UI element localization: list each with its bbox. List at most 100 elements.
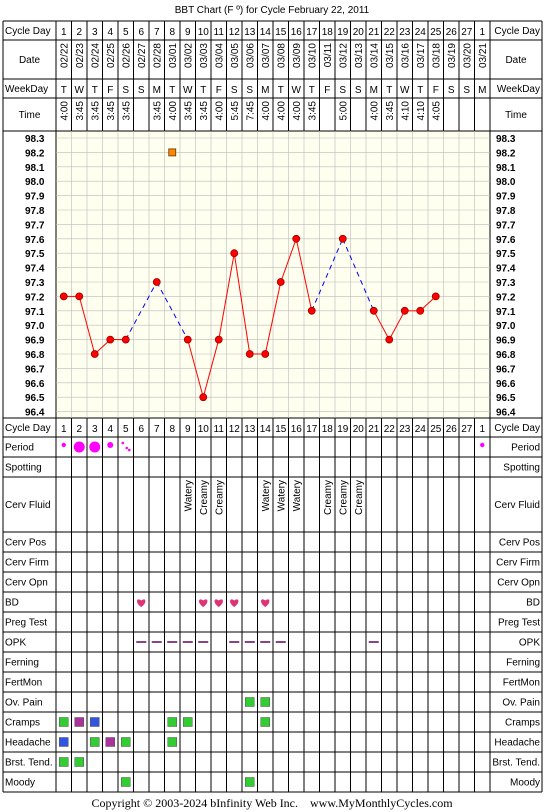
y-tick-label: 97.0 (25, 321, 45, 332)
y-tick-label: 96.5 (25, 393, 45, 404)
day-number-bottom: 18 (322, 424, 334, 435)
day-number: 25 (430, 27, 442, 38)
date-value: 02/27 (137, 43, 148, 68)
y-tick-label: 96.6 (25, 379, 45, 390)
y-tick-label-right: 98.2 (496, 148, 516, 159)
weekday: T (309, 85, 315, 96)
weekday: T (417, 85, 423, 96)
date-value: 03/12 (338, 43, 349, 68)
day-number: 4 (107, 27, 113, 38)
weekday: F (433, 85, 439, 96)
time-value: 4:00 (59, 101, 70, 121)
y-tick-label-right: 97.0 (496, 321, 516, 332)
weekday: T (386, 85, 392, 96)
preg-test-label-right: Preg Test (498, 618, 540, 629)
period-label: Period (5, 443, 34, 454)
time-value: 3:45 (307, 101, 318, 121)
time-value: 4:00 (214, 101, 225, 121)
day-number: 20 (353, 27, 365, 38)
headache-mark (105, 737, 115, 747)
date-value: 03/07 (261, 43, 272, 68)
date-value: 03/08 (276, 43, 287, 68)
day-number-bottom: 1 (61, 424, 67, 435)
temp-point (385, 335, 394, 344)
y-tick-label-right: 96.6 (496, 379, 516, 390)
date-value: 03/06 (245, 43, 256, 68)
day-number-bottom: 24 (415, 424, 427, 435)
day-number: 7 (154, 27, 160, 38)
time-value: 3:45 (199, 101, 210, 121)
day-number-bottom: 5 (123, 424, 129, 435)
day-number: 10 (198, 27, 210, 38)
day-number-bottom: 6 (138, 424, 144, 435)
weekday: T (61, 85, 67, 96)
day-number-bottom: 14 (260, 424, 272, 435)
day-number: 8 (169, 27, 175, 38)
temp-point (199, 393, 208, 402)
weekday: M (478, 85, 486, 96)
time-value: 4:00 (261, 101, 272, 121)
brst-tend-mark (74, 757, 84, 767)
temp-gap-line (311, 238, 344, 311)
day-number: 3 (92, 27, 98, 38)
day-number-bottom: 2 (76, 424, 82, 435)
day-number: 6 (138, 27, 144, 38)
temp-line (202, 339, 220, 398)
bd-heart (230, 599, 239, 607)
weekday: M (261, 85, 269, 96)
weekday: S (355, 85, 362, 96)
chart-title: BBT Chart (F º) for Cycle February 22, 2… (175, 5, 370, 16)
day-number: 18 (322, 27, 334, 38)
opk-label-right: OPK (519, 638, 540, 649)
temp-point (90, 350, 99, 358)
temp-point (416, 306, 425, 315)
cerv-pos-label-right: Cerv Pos (499, 538, 540, 549)
y-tick-label: 98.3 (25, 134, 45, 145)
y-tick-label-right: 98.1 (496, 163, 516, 174)
cramps-mark (74, 717, 84, 727)
day-number-bottom: 1 (479, 424, 485, 435)
cerv-fluid-value: Creamy (338, 480, 349, 515)
date-value: 02/22 (59, 43, 70, 68)
weekday: W (75, 85, 85, 96)
date-value: 03/18 (431, 43, 442, 68)
temp-marker (168, 148, 177, 157)
cerv-firm-label: Cerv Firm (5, 558, 49, 569)
day-number-bottom: 21 (368, 424, 380, 435)
day-number: 26 (446, 27, 458, 38)
period-spotting (121, 441, 125, 445)
weekday: T (92, 85, 98, 96)
temp-point (369, 306, 378, 315)
day-number: 22 (384, 27, 396, 38)
headache-mark (59, 737, 69, 747)
y-tick-label-right: 96.4 (496, 408, 516, 419)
y-tick-label-right: 96.9 (496, 336, 516, 347)
y-tick-label: 97.3 (25, 278, 45, 289)
time-value: 3:45 (385, 101, 396, 121)
time-value: 3:45 (121, 101, 132, 121)
preg-test-label: Preg Test (5, 618, 47, 629)
period-label-right: Period (511, 443, 540, 454)
weekday: M (370, 85, 378, 96)
cramps-mark (183, 717, 193, 727)
date-value: 02/26 (121, 43, 132, 68)
y-tick-label: 96.7 (25, 364, 45, 375)
time-value: 4:05 (431, 101, 442, 121)
brst-tend-label-right: Brst. Tend. (492, 758, 540, 769)
temp-line (373, 310, 390, 340)
temp-point (106, 335, 115, 344)
brst-tend-mark (59, 757, 69, 767)
temp-line (264, 281, 282, 355)
y-tick-label-right: 97.6 (496, 235, 516, 246)
temp-gap-line (125, 281, 158, 340)
day-number: 15 (275, 27, 287, 38)
time-value: 5:45 (230, 101, 241, 121)
y-tick-label: 97.9 (25, 192, 45, 203)
day-number-bottom: 22 (384, 424, 396, 435)
moody-mark (245, 777, 255, 787)
day-number-bottom: 20 (353, 424, 365, 435)
day-number: 27 (461, 27, 473, 38)
y-tick-label-right: 97.1 (496, 307, 516, 318)
day-number-bottom: 23 (399, 424, 411, 435)
date-value: 03/04 (214, 43, 225, 68)
